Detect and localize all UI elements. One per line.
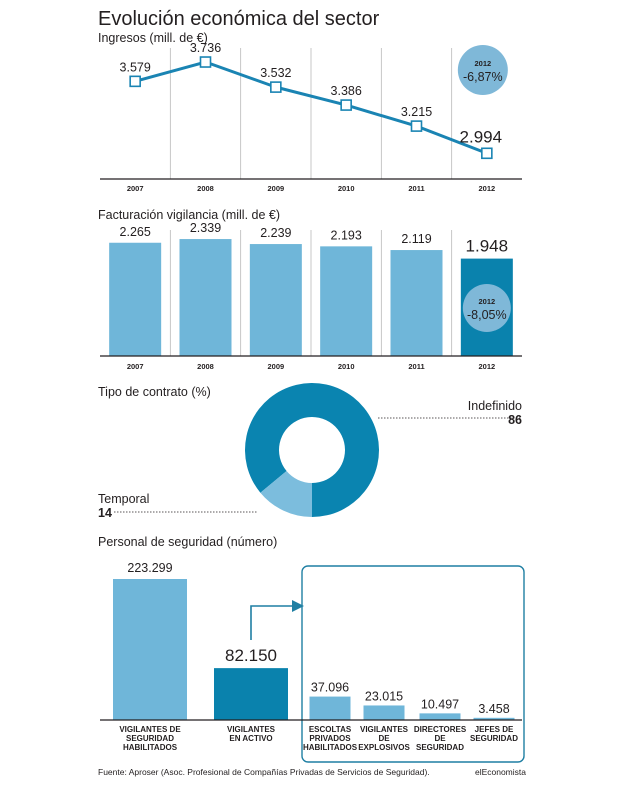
category-label: DE [434, 734, 446, 743]
data-point [199, 56, 212, 68]
x-tick-label: 2009 [267, 184, 284, 193]
personal-title: Personal de seguridad (número) [98, 535, 277, 549]
data-label: 1.948 [466, 237, 509, 256]
facturacion-title: Facturación vigilancia (mill. de €) [98, 208, 280, 222]
x-tick-label: 2010 [338, 184, 355, 193]
data-label: 2.239 [260, 226, 291, 240]
badge-change: -6,87% [463, 70, 503, 84]
bar [109, 242, 162, 356]
bar [113, 579, 187, 720]
data-label: 10.497 [421, 697, 459, 711]
x-tick-label: 2007 [127, 184, 144, 193]
category-label: JEFES DE [475, 725, 514, 734]
x-tick-label: 2007 [127, 362, 144, 371]
data-point [129, 75, 141, 88]
x-tick-label: 2008 [197, 184, 214, 193]
category-label: VIGILANTES [360, 725, 409, 734]
slice-label: Indefinido [468, 399, 522, 413]
slice-value: 86 [508, 413, 522, 427]
slice-label: Temporal [98, 492, 149, 506]
category-label: VIGILANTES DE [119, 725, 181, 734]
category-label: SEGURIDAD [470, 734, 518, 743]
x-tick-label: 2010 [338, 362, 355, 371]
category-label: DIRECTORES [414, 725, 467, 734]
category-label: EN ACTIVO [229, 734, 272, 743]
bar [473, 717, 515, 720]
category-label: ESCOLTAS [309, 725, 352, 734]
footer-brand: elEconomista [475, 767, 526, 777]
data-label: 2.119 [401, 232, 431, 246]
category-label: VIGILANTES [227, 725, 276, 734]
bar [214, 668, 288, 720]
x-tick-label: 2009 [267, 362, 284, 371]
footer-source: Fuente: Aproser (Asoc. Profesional de Co… [98, 767, 430, 777]
facturacion-bar-chart: 2.265 2007 2.339 2008 2.239 2009 2.193 2010 2.11… [100, 221, 522, 371]
data-point [340, 99, 352, 111]
category-label: SEGURIDAD [126, 734, 174, 743]
data-label: 3.215 [401, 105, 432, 119]
data-label: 3.579 [120, 60, 151, 74]
change-badge [457, 45, 508, 95]
data-label: 2.265 [120, 225, 151, 239]
arrow-head-icon [292, 600, 304, 612]
data-label: 2.339 [190, 221, 221, 235]
ingresos-line [134, 60, 488, 155]
donut-slice-indefinido [244, 382, 380, 517]
bar [320, 246, 373, 356]
data-label: 3.386 [331, 84, 362, 98]
data-point [481, 147, 493, 160]
bar [419, 713, 461, 720]
category-label: PRIVADOS [309, 734, 351, 743]
donut-slice-temporal [260, 471, 312, 517]
category-label: DE [378, 734, 390, 743]
data-label: 23.015 [365, 689, 403, 703]
data-label: 2.994 [460, 127, 503, 146]
x-tick-label: 2011 [408, 184, 424, 193]
badge-change: -8,05% [467, 308, 507, 322]
bar [309, 696, 351, 720]
data-label: 82.150 [225, 646, 277, 665]
data-label: 3.736 [190, 41, 221, 55]
data-label: 223.299 [127, 561, 172, 575]
bar [249, 244, 302, 356]
data-label: 37.096 [311, 681, 349, 695]
bar [363, 705, 405, 720]
group-arrow [250, 605, 293, 640]
slice-value: 14 [98, 506, 112, 520]
group-frame [301, 565, 525, 763]
category-label: EXPLOSIVOS [358, 743, 410, 752]
x-tick-label: 2011 [408, 362, 424, 371]
x-tick-label: 2012 [478, 184, 495, 193]
x-tick-label: 2012 [478, 362, 495, 371]
bar [390, 250, 443, 356]
category-label: HABILITADOS [123, 743, 178, 752]
category-label: SEGURIDAD [416, 743, 464, 752]
data-label: 3.458 [478, 702, 509, 716]
category-label: HABILITADOS [303, 743, 358, 752]
contrato-title: Tipo de contrato (%) [98, 385, 211, 399]
data-point [410, 120, 423, 132]
data-label: 2.193 [331, 228, 362, 242]
badge-year: 2012 [478, 297, 495, 306]
x-tick-label: 2008 [197, 362, 214, 371]
data-label: 3.532 [260, 66, 291, 80]
ingresos-title: Ingresos (mill. de €) [98, 31, 208, 45]
badge-year: 2012 [474, 59, 491, 68]
ingresos-line-chart: 3.579 2007 3.736 2008 3.532 2009 3.386 2010 3.21… [100, 41, 522, 193]
bar [179, 239, 232, 356]
change-badge [462, 284, 511, 332]
page-title: Evolución económica del sector [98, 8, 380, 30]
data-point [270, 81, 282, 93]
